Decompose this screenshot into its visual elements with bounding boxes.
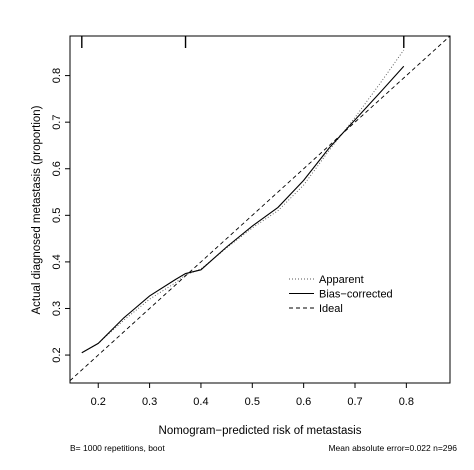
- y-tick-label: 0.4: [51, 254, 63, 269]
- legend-label: Apparent: [319, 274, 364, 286]
- y-axis: 0.2 0.3 0.4 0.5 0.6 0.7 0.8: [51, 68, 70, 363]
- x-tick-label: 0.8: [399, 396, 414, 408]
- legend-label: Ideal: [319, 303, 343, 315]
- footer-right: Mean absolute error=0.022 n=296: [328, 443, 457, 453]
- series-line-apparent: [81, 49, 405, 354]
- series-line-bias-corrected: [81, 65, 405, 354]
- series-lines: [69, 35, 451, 382]
- x-tick-label: 0.7: [347, 396, 362, 408]
- y-axis-title: Actual diagnosed metastasis (proportion): [31, 105, 43, 314]
- legend: Apparent Bias−corrected Ideal: [289, 274, 393, 315]
- y-tick-label: 0.3: [51, 301, 63, 316]
- x-tick-label: 0.2: [91, 396, 106, 408]
- x-tick-label: 0.5: [245, 396, 260, 408]
- plot-frame: [69, 35, 451, 384]
- legend-label: Bias−corrected: [319, 289, 393, 301]
- rug-marks: [81, 36, 405, 48]
- x-tick-label: 0.4: [193, 396, 208, 408]
- y-tick-label: 0.6: [51, 161, 63, 176]
- x-tick-label: 0.6: [296, 396, 311, 408]
- x-axis-title: Nomogram−predicted risk of metastasis: [159, 425, 362, 437]
- y-tick-label: 0.2: [51, 347, 63, 362]
- y-tick-label: 0.8: [51, 68, 63, 83]
- y-tick-label: 0.5: [51, 208, 63, 223]
- x-axis: 0.2 0.3 0.4 0.5 0.6 0.7 0.8: [91, 383, 414, 408]
- x-tick-label: 0.3: [142, 396, 157, 408]
- series-line-ideal: [69, 35, 451, 382]
- y-tick-label: 0.7: [51, 115, 63, 130]
- footer-left: B= 1000 repetitions, boot: [70, 443, 165, 453]
